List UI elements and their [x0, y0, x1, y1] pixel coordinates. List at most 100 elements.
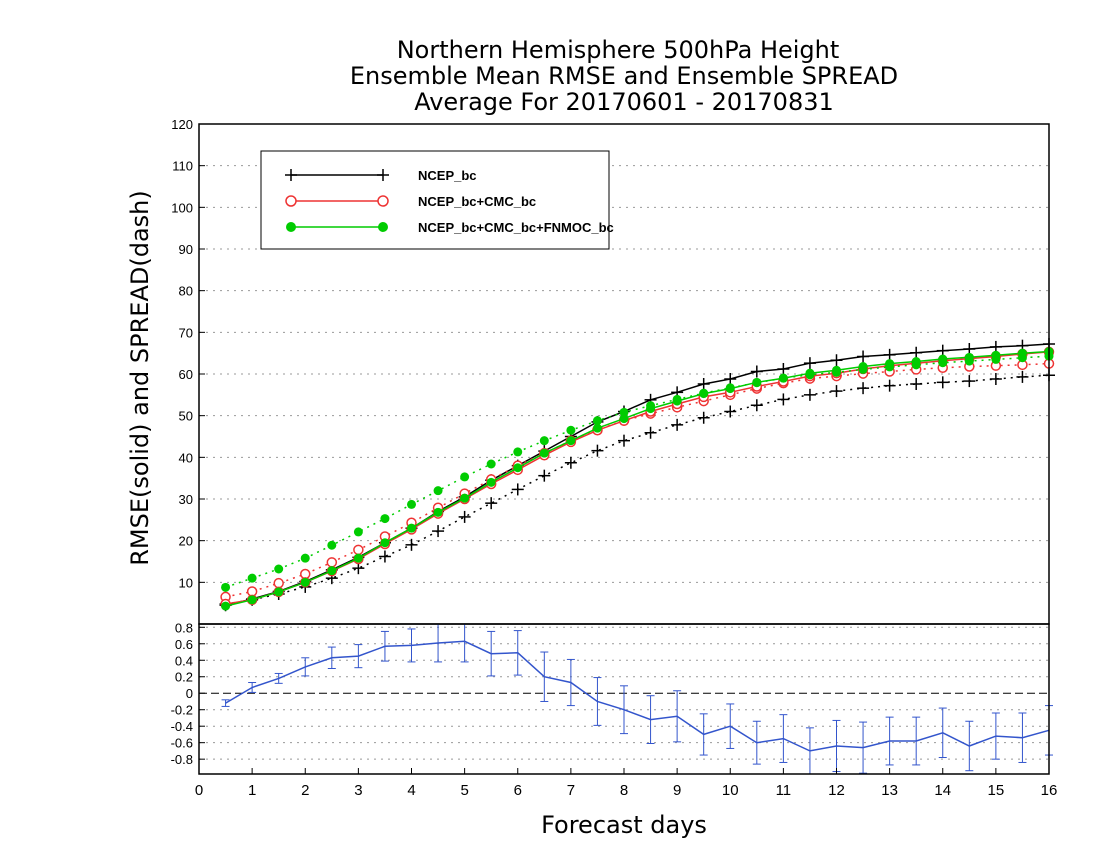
NCEP_bc+CMC_bc+FNMOC_bc-spread-point: [327, 540, 337, 550]
top-y-tick-label: 30: [179, 492, 193, 507]
NCEP_bc-spread-point: [724, 405, 737, 418]
x-tick-label: 11: [776, 782, 792, 799]
legend-label-ncep-cmc: NCEP_bc+CMC_bc: [418, 194, 536, 209]
NCEP_bc+CMC_bc+FNMOC_bc-rmse-point: [964, 352, 974, 362]
bottom-y-tick-label: 0.2: [175, 670, 193, 685]
series-NCEP_bc: [219, 338, 1055, 612]
NCEP_bc-spread-point: [936, 376, 949, 389]
NCEP_bc+CMC_bc+FNMOC_bc-rmse-point: [460, 493, 470, 503]
x-tick-label: 6: [514, 782, 522, 799]
legend-label-ncep-bc: NCEP_bc: [418, 168, 477, 183]
NCEP_bc+CMC_bc+FNMOC_bc-spread-point: [619, 407, 629, 417]
NCEP_bc-spread-point: [378, 550, 391, 563]
NCEP_bc-spread-point: [618, 434, 630, 447]
legend-label-ncep-cmc-fnmoc: NCEP_bc+CMC_bc+FNMOC_bc: [418, 220, 614, 235]
series-NCEP_bc+CMC_bc+FNMOC_bc: [221, 347, 1054, 611]
NCEP_bc+CMC_bc+FNMOC_bc-rmse-point: [725, 384, 735, 394]
NCEP_bc-spread-point: [910, 378, 923, 390]
NCEP_bc+CMC_bc+FNMOC_bc-rmse-point: [486, 477, 496, 487]
NCEP_bc+CMC_bc+FNMOC_bc-spread-point: [566, 425, 576, 435]
top-y-tick-label: 40: [179, 450, 193, 465]
error-bar: [221, 699, 230, 707]
bottom-y-tick-label: -0.2: [171, 703, 193, 718]
NCEP_bc+CMC_bc+FNMOC_bc-rmse-point: [407, 523, 416, 533]
NCEP_bc+CMC_bc+FNMOC_bc-spread-point: [433, 486, 443, 496]
NCEP_bc+CMC_bc+FNMOC_bc-rmse-point: [592, 423, 602, 433]
NCEP_bc+CMC_bc+FNMOC_bc-spread-point: [221, 582, 231, 592]
NCEP_bc+CMC_bc+FNMOC_bc-rmse-point: [699, 389, 709, 399]
NCEP_bc+CMC_bc+FNMOC_bc-rmse-point: [752, 377, 762, 387]
x-tick-label: 7: [567, 782, 575, 799]
NCEP_bc+CMC_bc-spread-point: [326, 557, 338, 568]
top-y-tick-label: 110: [172, 159, 193, 174]
NCEP_bc+CMC_bc+FNMOC_bc-spread-point: [274, 564, 284, 574]
NCEP_bc-rmse-point: [697, 378, 710, 390]
x-tick-label: 8: [620, 782, 628, 799]
NCEP_bc-spread-point: [538, 469, 551, 482]
legend: NCEP_bc NCEP_bc+CMC_bc NCEP_bc+CMC_bc+FN…: [260, 150, 614, 250]
NCEP_bc+CMC_bc+FNMOC_bc-rmse-point: [1017, 348, 1027, 358]
NCEP_bc-spread-point: [564, 456, 577, 469]
NCEP_bc+CMC_bc+FNMOC_bc-rmse-line: [225, 350, 1050, 607]
NCEP_bc-spread-point: [1016, 370, 1029, 383]
legend-entry-ncep-cmc-fnmoc: NCEP_bc+CMC_bc+FNMOC_bc: [286, 220, 614, 235]
NCEP_bc+CMC_bc+FNMOC_bc-spread-point: [460, 472, 470, 482]
top-y-tick-label: 80: [179, 284, 193, 299]
x-tick-label: 10: [722, 782, 739, 799]
NCEP_bc-rmse-point: [750, 365, 763, 378]
NCEP_bc+CMC_bc+FNMOC_bc-rmse-point: [539, 448, 549, 458]
legend-marker-open-circle: [285, 195, 297, 207]
NCEP_bc+CMC_bc+FNMOC_bc-rmse-point: [566, 436, 576, 446]
NCEP_bc+CMC_bc+FNMOC_bc-rmse-point: [938, 354, 948, 364]
NCEP_bc+CMC_bc+FNMOC_bc-rmse-point: [380, 538, 390, 548]
bottom-y-tick-label: 0.8: [175, 620, 193, 635]
NCEP_bc-spread-point: [883, 379, 896, 392]
NCEP_bc-spread-point: [963, 375, 976, 388]
NCEP_bc-rmse-point: [910, 346, 923, 359]
NCEP_bc+CMC_bc+FNMOC_bc-rmse-point: [274, 587, 284, 597]
NCEP_bc+CMC_bc-spread-point: [273, 577, 284, 589]
NCEP_bc-rmse-point: [777, 363, 790, 375]
top-y-tick-label: 50: [179, 409, 193, 424]
top-y-tick-label: 70: [179, 325, 193, 340]
bottom-plot-frame: [198, 623, 1050, 775]
NCEP_bc+CMC_bc+FNMOC_bc-rmse-point: [805, 368, 815, 378]
top-y-tick-label: 120: [171, 117, 193, 132]
NCEP_bc+CMC_bc+FNMOC_bc-rmse-point: [300, 577, 310, 587]
NCEP_bc+CMC_bc+FNMOC_bc-spread-point: [247, 573, 257, 583]
top-y-tick-label: 60: [179, 367, 193, 382]
NCEP_bc-rmse-point: [830, 354, 843, 367]
title-line-1: Northern Hemisphere 500hPa Height: [397, 36, 840, 64]
bottom-y-tick-label: 0.4: [175, 653, 193, 668]
x-tick-label: 5: [460, 782, 468, 799]
x-axis-label: Forecast days: [541, 811, 707, 839]
NCEP_bc+CMC_bc-spread-point: [353, 544, 364, 556]
series-NCEP_bc+CMC_bc: [220, 346, 1055, 610]
bottom-y-tick-label: 0: [186, 686, 193, 701]
NCEP_bc+CMC_bc+FNMOC_bc-spread-point: [539, 436, 549, 446]
NCEP_bc+CMC_bc+FNMOC_bc-rmse-point: [778, 373, 788, 383]
NCEP_bc-spread-point: [511, 483, 524, 496]
NCEP_bc+CMC_bc+FNMOC_bc-spread-point: [380, 514, 390, 524]
NCEP_bc-rmse-point: [803, 357, 816, 370]
NCEP_bc+CMC_bc+FNMOC_bc-spread-line: [225, 355, 1050, 589]
x-tick-label: 2: [301, 782, 309, 799]
NCEP_bc+CMC_bc+FNMOC_bc-rmse-point: [513, 463, 523, 473]
NCEP_bc+CMC_bc+FNMOC_bc-rmse-point: [619, 414, 629, 424]
x-tick-label: 15: [988, 782, 1005, 799]
NCEP_bc-spread-point: [777, 393, 790, 406]
NCEP_bc+CMC_bc+FNMOC_bc-spread-point: [486, 459, 496, 469]
NCEP_bc+CMC_bc-rmse-line: [225, 351, 1050, 605]
top-y-tick-label: 20: [179, 534, 193, 549]
legend-box: [260, 150, 610, 250]
x-tick-label: 3: [354, 782, 362, 799]
NCEP_bc-spread-point: [830, 385, 843, 398]
legend-marker-plus: [285, 169, 389, 181]
NCEP_bc-rmse-point: [724, 373, 737, 385]
legend-marker-filled-circle: [286, 222, 296, 232]
NCEP_bc-spread-point: [458, 510, 471, 523]
top-y-ticks: 10 20 30 40 50 60 70 80 90 100 110 120: [171, 117, 205, 590]
bottom-y-tick-label: -0.6: [171, 736, 193, 751]
x-tick-label: 12: [828, 782, 845, 799]
difference-line: [225, 640, 1050, 752]
